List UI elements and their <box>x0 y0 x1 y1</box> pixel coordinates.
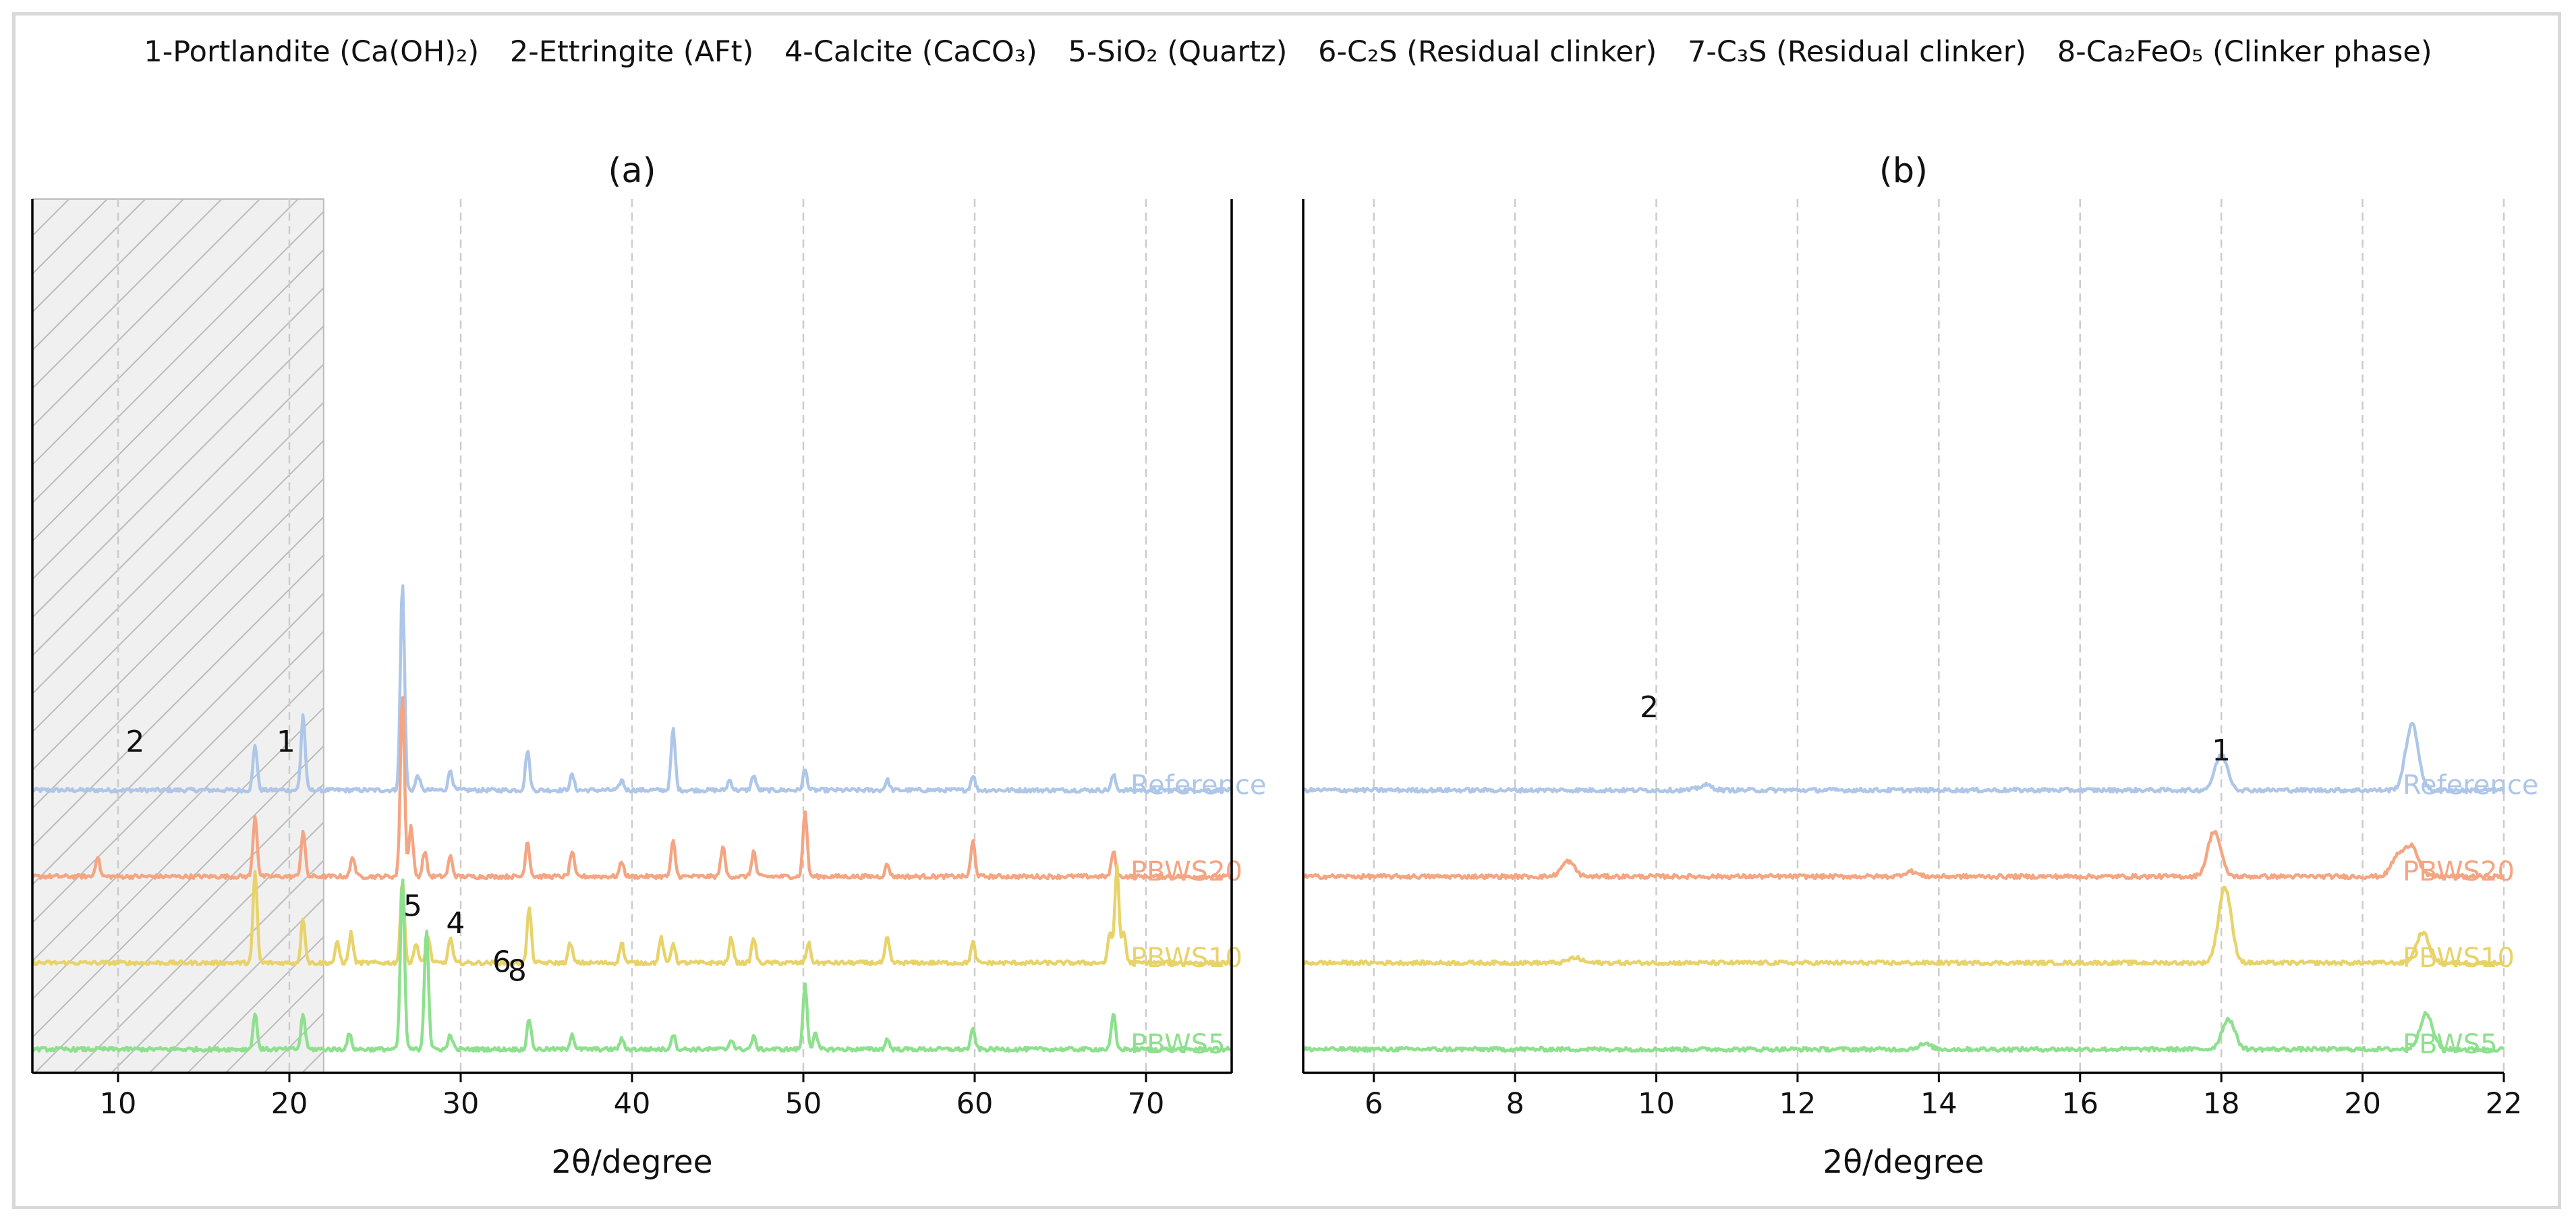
x-tick-label: 50 <box>785 1087 822 1121</box>
x-tick-label: 12 <box>1779 1087 1816 1121</box>
peak-annotation: 1 <box>2212 733 2231 768</box>
peak-annotation: 2 <box>125 725 144 759</box>
peak-annotation: 4 <box>446 906 465 941</box>
x-tick-label: 60 <box>956 1087 994 1121</box>
series-line-pbws5 <box>31 878 1233 1053</box>
series-label-reference: Reference <box>2403 770 2538 801</box>
peak-annotation: 5 <box>403 889 422 923</box>
legend-item-c3s: 7-C₃S (Residual clinker) <box>1687 35 2027 69</box>
peak-annotation: 6 <box>492 945 511 980</box>
series-label-pbws10: PBWS10 <box>1130 943 1242 974</box>
x-tick-label: 14 <box>1920 1087 1957 1121</box>
legend-item-ettringite: 2-Ettringite (AFt) <box>509 35 754 69</box>
x-axis-label: 2θ/degree <box>551 1144 712 1181</box>
legend-item-c2s: 6-C₂S (Residual clinker) <box>1318 35 1657 69</box>
shaded-region <box>32 198 324 1074</box>
series-label-pbws5: PBWS5 <box>2403 1029 2498 1060</box>
series-line-pbws20 <box>31 696 1233 881</box>
x-tick-label: 40 <box>614 1087 651 1121</box>
series-line-reference <box>31 584 1233 794</box>
series-label-pbws5: PBWS5 <box>1130 1029 1226 1060</box>
legend-item-quartz: 5-SiO₂ (Quartz) <box>1068 35 1288 69</box>
legend-item-calcite: 4-Calcite (CaCO₃) <box>784 35 1037 69</box>
figure-frame <box>12 12 2561 1209</box>
x-tick-label: 22 <box>2486 1087 2523 1121</box>
x-tick-label: 20 <box>2344 1087 2381 1121</box>
series-label-pbws20: PBWS20 <box>2403 856 2515 887</box>
x-tick-label: 16 <box>2061 1087 2098 1121</box>
x-tick-label: 8 <box>1506 1087 1524 1121</box>
legend-item-portlandite: 1-Portlandite (Ca(OH)₂) <box>144 35 480 69</box>
x-tick-label: 20 <box>271 1087 308 1121</box>
series-line-pbws10 <box>1301 885 2505 967</box>
x-tick-label: 10 <box>1638 1087 1675 1121</box>
x-tick-label: 6 <box>1365 1087 1383 1121</box>
peak-annotation: 8 <box>508 953 527 988</box>
series-label-pbws20: PBWS20 <box>1130 856 1242 887</box>
panel-title: (b) <box>1879 151 1928 191</box>
peak-annotation: 1 <box>277 725 295 759</box>
x-tick-label: 70 <box>1128 1087 1165 1121</box>
series-line-pbws20 <box>1303 830 2505 881</box>
series-line-pbws10 <box>32 863 1232 967</box>
x-tick-label: 30 <box>442 1087 480 1121</box>
x-axis-label: 2θ/degree <box>1823 1144 1984 1181</box>
series-line-reference <box>1303 721 2505 794</box>
series-label-reference: Reference <box>1130 770 1266 801</box>
legend-item-c2f: 8-Ca₂FeO₅ (Clinker phase) <box>2057 35 2432 69</box>
series-label-pbws10: PBWS10 <box>2403 943 2515 974</box>
peak-annotation: 2 <box>1640 690 1659 725</box>
panel-title: (a) <box>608 151 656 191</box>
x-tick-label: 10 <box>100 1087 137 1121</box>
phase-legend: 1-Portlandite (Ca(OH)₂) 2-Ettringite (AF… <box>0 35 2576 69</box>
series-line-pbws5 <box>1303 1010 2505 1053</box>
x-tick-label: 18 <box>2203 1087 2240 1121</box>
